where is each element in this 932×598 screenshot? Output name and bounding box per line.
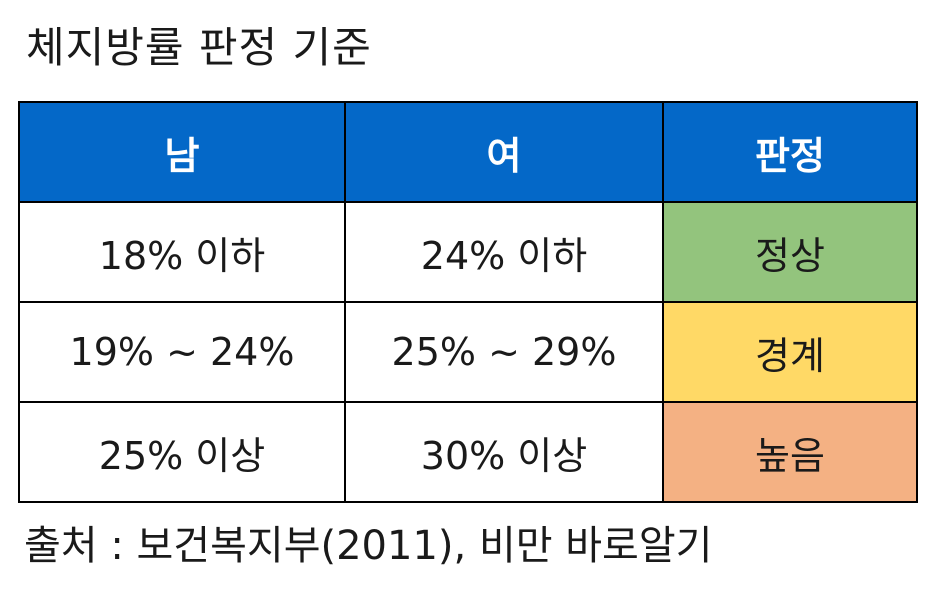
source-caption: 출처 : 보건복지부(2011), 비만 바로알기 [24,523,713,569]
female-range-cell: 25% ~ 29% [344,301,664,403]
table-row: 19% ~ 24% 25% ~ 29% 경계 [18,301,918,403]
female-range-cell: 24% 이하 [344,201,664,303]
judgment-normal-cell: 정상 [662,201,918,303]
male-range-cell: 18% 이하 [18,201,346,303]
male-range-cell: 19% ~ 24% [18,301,346,403]
header-judgment: 판정 [662,101,918,203]
page-title: 체지방률 판정 기준 [26,23,372,72]
judgment-high-cell: 높음 [662,401,918,503]
header-female: 여 [344,101,664,203]
table-row: 18% 이하 24% 이하 정상 [18,201,918,303]
table-row: 25% 이상 30% 이상 높음 [18,401,918,503]
body-fat-criteria-table: 남 여 판정 18% 이하 24% 이하 정상 19% ~ 24% 25% ~ … [18,101,918,503]
header-male: 남 [18,101,346,203]
female-range-cell: 30% 이상 [344,401,664,503]
male-range-cell: 25% 이상 [18,401,346,503]
table-header-row: 남 여 판정 [18,101,918,203]
judgment-borderline-cell: 경계 [662,301,918,403]
